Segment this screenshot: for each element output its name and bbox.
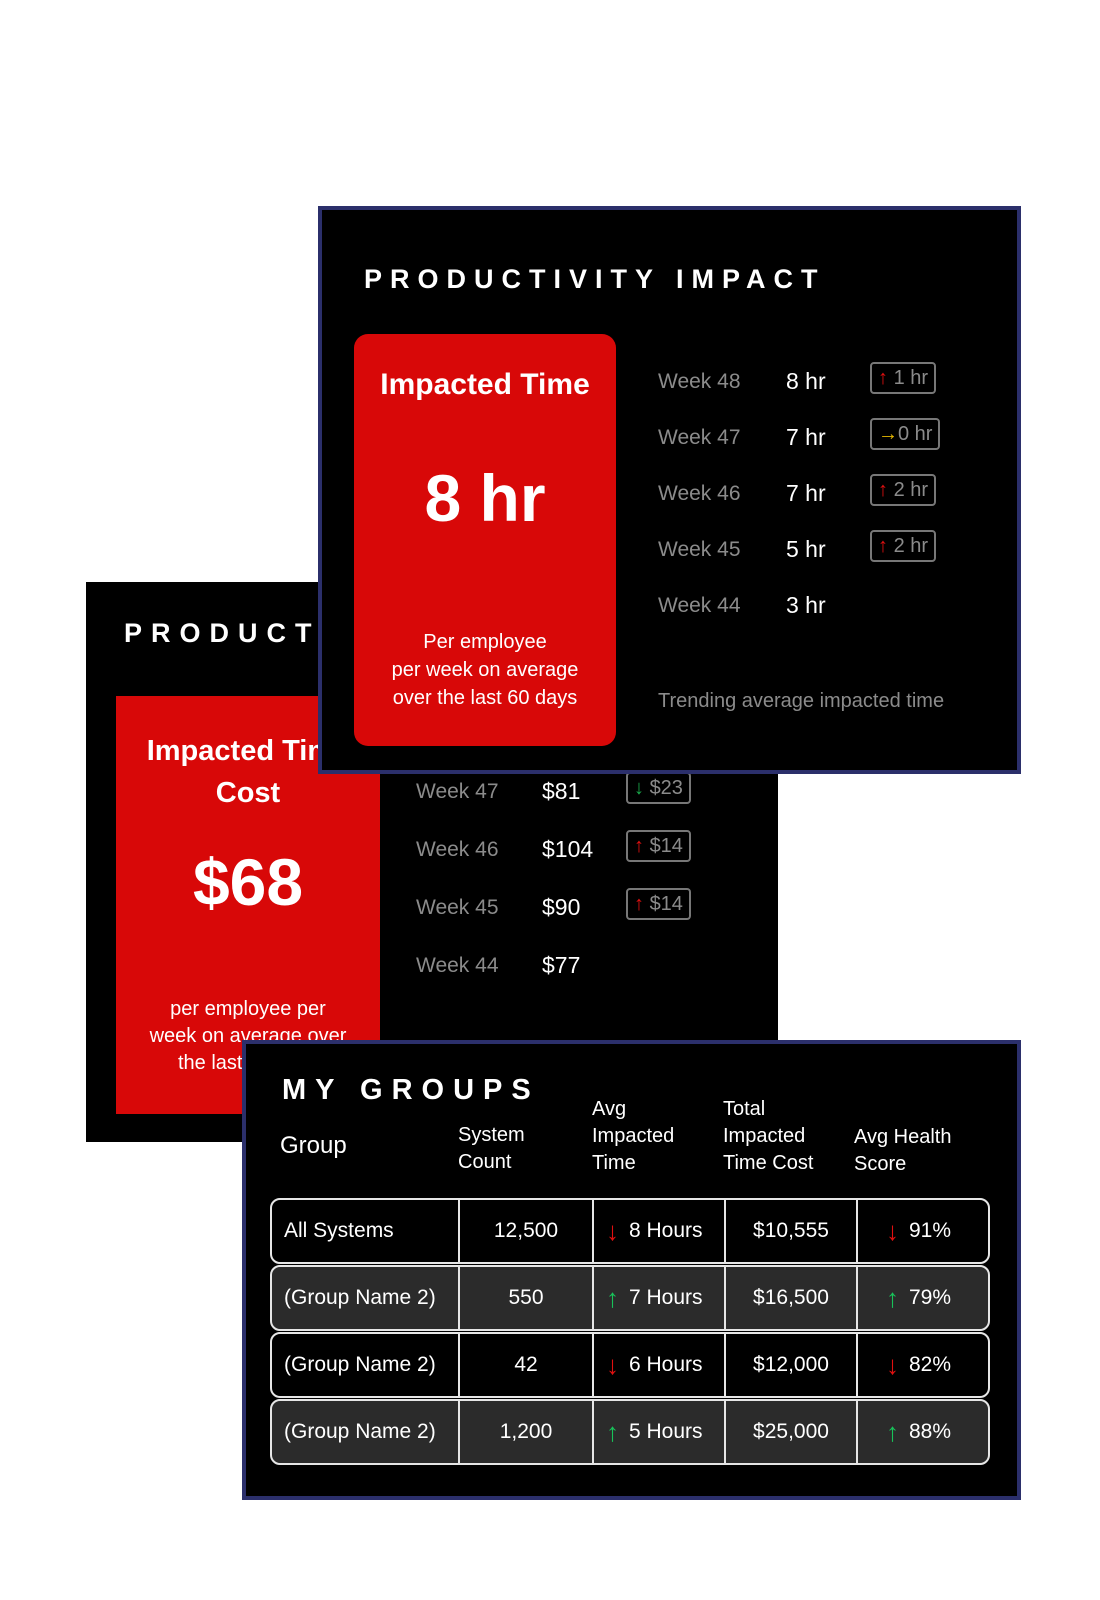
arrow-up-icon: ↑ xyxy=(878,367,888,389)
table-row[interactable]: (Group Name 2) 1,200 ↑ 5 Hours $25,000 ↑ 8… xyxy=(270,1399,990,1465)
delta-badge: ↑ $14 xyxy=(626,830,691,862)
avg-impacted-time: ↓ 8 Hours xyxy=(594,1200,726,1262)
health-score: ↓ 91% xyxy=(858,1200,988,1262)
impacted-time-value: 8 hr xyxy=(424,461,546,535)
avg-impacted-time: ↑ 7 Hours xyxy=(594,1267,726,1329)
avg-impacted-time: ↑ 5 Hours xyxy=(594,1401,726,1463)
impacted-time-description: Per employee per week on average over th… xyxy=(391,631,579,709)
week-label: Week 44 xyxy=(658,594,741,617)
arrow-up-icon: ↑ xyxy=(606,1282,619,1313)
time-value: 8 Hours xyxy=(629,1219,703,1242)
column-header-system-count: System Count xyxy=(458,1124,525,1173)
group-name: (Group Name 2) xyxy=(272,1334,460,1396)
score-value: 91% xyxy=(909,1219,952,1242)
impacted-time-cost-value: $68 xyxy=(192,845,304,919)
avg-impacted-time: ↓ 6 Hours xyxy=(594,1334,726,1396)
arrow-up-icon: ↑ xyxy=(886,1282,899,1313)
week-value: 8 hr xyxy=(786,368,826,394)
delta-value: 2 hr xyxy=(893,535,929,557)
group-name: All Systems xyxy=(272,1200,460,1262)
delta-value: 0 hr xyxy=(898,423,933,445)
week-label: Week 44 xyxy=(416,954,499,977)
total-cost: $12,000 xyxy=(726,1334,858,1396)
week-label: Week 46 xyxy=(416,838,499,861)
week-value: $90 xyxy=(542,894,581,920)
impacted-time-heading: Impacted Time xyxy=(380,368,590,401)
arrow-down-icon: ↓ xyxy=(606,1215,619,1246)
impacted-time-panel: Impacted Time 8 hr Per employee per week… xyxy=(354,334,616,746)
score-value: 82% xyxy=(909,1353,952,1376)
column-header-group: Group xyxy=(280,1132,347,1159)
impacted-time-cost-heading: Impacted Time Cost xyxy=(146,735,350,809)
table-row[interactable]: (Group Name 2) 550 ↑ 7 Hours $16,500 ↑ 79% xyxy=(270,1265,990,1331)
column-header-total-cost: Total Impacted Time Cost xyxy=(723,1098,814,1174)
system-count: 1,200 xyxy=(460,1401,594,1463)
score-value: 88% xyxy=(909,1420,952,1443)
group-name: (Group Name 2) xyxy=(272,1267,460,1329)
system-count: 550 xyxy=(460,1267,594,1329)
column-header-health-score: Avg Health Score xyxy=(854,1126,952,1175)
delta-value: 2 hr xyxy=(893,479,929,501)
total-cost: $16,500 xyxy=(726,1267,858,1329)
delta-badge: →0 hr xyxy=(870,418,941,450)
week-label: Week 45 xyxy=(658,538,741,561)
week-label: Week 48 xyxy=(658,370,741,393)
health-score: ↑ 88% xyxy=(858,1401,988,1463)
column-header-avg-impacted-time: Avg Impacted Time xyxy=(592,1098,675,1174)
time-value: 6 Hours xyxy=(629,1353,703,1376)
week-value: 3 hr xyxy=(786,592,826,618)
system-count: 42 xyxy=(460,1334,594,1396)
delta-badge: ↓ $23 xyxy=(626,772,691,804)
delta-badge: ↑ 2 hr xyxy=(870,530,937,562)
week-value: 7 hr xyxy=(786,424,826,450)
week-label: Week 45 xyxy=(416,896,499,919)
arrow-down-icon: ↓ xyxy=(634,777,644,799)
arrow-up-icon: ↑ xyxy=(878,535,888,557)
total-cost: $10,555 xyxy=(726,1200,858,1262)
arrow-up-icon: ↑ xyxy=(606,1416,619,1447)
week-label: Week 47 xyxy=(416,780,499,803)
delta-badge: ↑ 1 hr xyxy=(870,362,937,394)
time-value: 7 Hours xyxy=(629,1286,703,1309)
delta-value: 1 hr xyxy=(893,367,929,389)
groups-table: All Systems 12,500 ↓ 8 Hours $10,555 ↓ 91%… xyxy=(270,1198,990,1466)
week-value: $77 xyxy=(542,952,581,978)
health-score: ↑ 79% xyxy=(858,1267,988,1329)
delta-value: $14 xyxy=(649,835,683,857)
arrow-down-icon: ↓ xyxy=(886,1349,899,1380)
my-groups-card: MY GROUPS Group System Count Avg Impacte… xyxy=(242,1040,1021,1500)
group-name: (Group Name 2) xyxy=(272,1401,460,1463)
table-row[interactable]: (Group Name 2) 42 ↓ 6 Hours $12,000 ↓ 82% xyxy=(270,1332,990,1398)
table-row[interactable]: All Systems 12,500 ↓ 8 Hours $10,555 ↓ 91% xyxy=(270,1198,990,1264)
delta-value: $14 xyxy=(649,893,683,915)
total-cost: $25,000 xyxy=(726,1401,858,1463)
arrow-up-icon: ↑ xyxy=(634,893,644,915)
system-count: 12,500 xyxy=(460,1200,594,1262)
week-label: Week 47 xyxy=(658,426,741,449)
trend-caption: Trending average impacted time xyxy=(658,690,945,712)
delta-badge: ↑ $14 xyxy=(626,888,691,920)
week-label: Week 46 xyxy=(658,482,741,505)
arrow-up-icon: ↑ xyxy=(634,835,644,857)
week-value: $104 xyxy=(542,836,594,862)
arrow-right-icon: → xyxy=(878,423,898,445)
delta-value: $23 xyxy=(649,777,683,799)
productivity-impact-time-card: PRODUCTIVITY IMPACT Impacted Time 8 hr P… xyxy=(318,206,1021,774)
week-value: 7 hr xyxy=(786,480,826,506)
arrow-down-icon: ↓ xyxy=(606,1349,619,1380)
week-value: 5 hr xyxy=(786,536,826,562)
arrow-up-icon: ↑ xyxy=(886,1416,899,1447)
time-value: 5 Hours xyxy=(629,1420,703,1443)
score-value: 79% xyxy=(909,1286,952,1309)
groups-card-title: MY GROUPS xyxy=(282,1074,540,1106)
week-value: $81 xyxy=(542,778,581,804)
arrow-down-icon: ↓ xyxy=(886,1215,899,1246)
health-score: ↓ 82% xyxy=(858,1334,988,1396)
impact-card-title: PRODUCTIVITY IMPACT xyxy=(364,264,826,294)
arrow-up-icon: ↑ xyxy=(878,479,888,501)
delta-badge: ↑ 2 hr xyxy=(870,474,937,506)
